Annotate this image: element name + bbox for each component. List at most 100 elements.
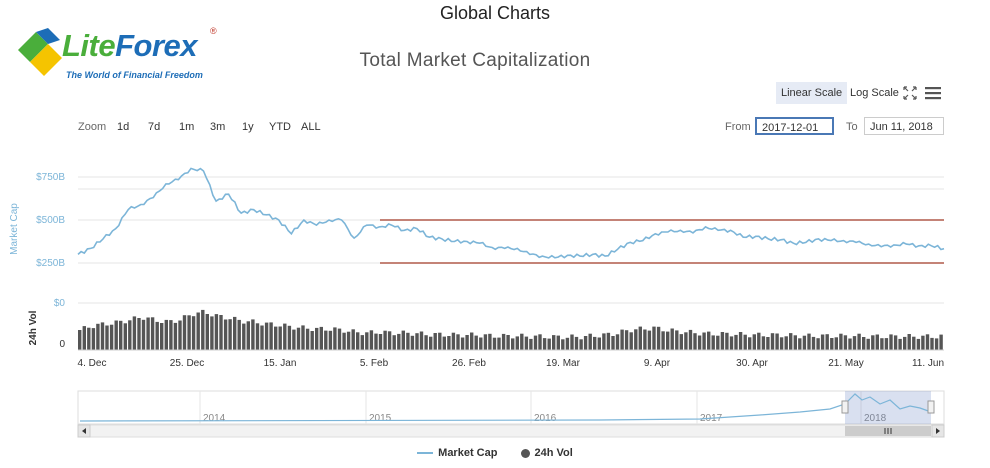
volume-bar <box>857 333 861 350</box>
fullscreen-icon[interactable] <box>903 86 917 100</box>
volume-bar <box>296 327 301 350</box>
volume-bar <box>930 337 934 350</box>
y-tick-label: $500B <box>36 215 65 226</box>
zoom-7d-button[interactable]: 7d <box>148 121 161 133</box>
volume-bar <box>520 333 524 350</box>
volume-bar <box>875 334 879 350</box>
volume-tick-label-top: $0 <box>54 298 66 309</box>
volume-bar <box>210 316 214 350</box>
liteforex-logo: LiteForex ® The World of Financial Freed… <box>18 22 228 84</box>
zoom-all-button[interactable]: ALL <box>301 121 321 133</box>
logo-tagline: The World of Financial Freedom <box>66 70 203 80</box>
volume-bar <box>743 334 747 350</box>
volume-bar <box>251 319 255 350</box>
volume-bar <box>474 335 478 350</box>
volume-bar <box>547 338 551 350</box>
zoom-1m-button[interactable]: 1m <box>179 121 195 133</box>
volume-bar <box>843 335 848 350</box>
volume-bar <box>738 332 743 350</box>
volume-bar <box>78 330 82 350</box>
volume-bar <box>716 335 720 350</box>
legend-label-24h-vol: 24h Vol <box>534 447 573 460</box>
volume-bar <box>501 333 506 350</box>
volume-bar <box>160 323 164 350</box>
zoom-3m-button[interactable]: 3m <box>210 121 226 133</box>
zoom-1d-button[interactable]: 1d <box>117 121 130 133</box>
volume-bar <box>624 330 629 350</box>
menu-icon[interactable] <box>925 86 941 100</box>
legend-item-market-cap[interactable]: Market Cap <box>417 447 497 459</box>
from-date-input[interactable]: 2017-12-01 <box>755 117 834 135</box>
scrollbar-track[interactable] <box>77 424 945 438</box>
volume-bar <box>579 339 583 350</box>
navigator-handle-left[interactable] <box>841 400 849 414</box>
volume-bar <box>201 309 205 350</box>
volume-bar <box>424 335 428 350</box>
x-tick-label: 4. Dec <box>78 358 107 369</box>
navigator-handle-right[interactable] <box>927 400 935 414</box>
volume-bar <box>638 326 642 350</box>
scroll-right-button[interactable] <box>931 424 945 438</box>
volume-bar <box>515 336 519 350</box>
volume-bar <box>305 328 310 350</box>
volume-bar <box>483 334 488 350</box>
volume-bar <box>315 327 319 350</box>
navigator-frame <box>77 390 945 425</box>
to-label: To <box>846 121 858 133</box>
volume-bar <box>925 334 930 350</box>
logo-wordmark: LiteForex <box>62 28 198 64</box>
volume-bar <box>693 333 697 350</box>
volume-bar <box>87 327 91 350</box>
volume-bar <box>702 332 706 350</box>
navigator-year-label: 2015 <box>369 413 392 424</box>
volume-bar <box>451 332 456 350</box>
volume-bar <box>419 331 424 350</box>
volume-bar <box>365 332 369 350</box>
zoom-1y-button[interactable]: 1y <box>242 121 254 133</box>
volume-bar <box>697 335 702 350</box>
linear-scale-button[interactable]: Linear Scale <box>776 82 848 104</box>
volume-bar <box>351 329 355 350</box>
volume-bar <box>807 333 811 350</box>
scroll-left-button[interactable] <box>77 424 91 438</box>
volume-bar <box>661 331 665 350</box>
volume-bar <box>228 319 232 350</box>
volume-bar <box>542 338 547 350</box>
zoom-ytd-button[interactable]: YTD <box>269 121 291 133</box>
chart-legend: Market Cap 24h Vol <box>0 447 990 459</box>
legend-label-market-cap: Market Cap <box>438 447 498 460</box>
x-tick-label: 5. Feb <box>360 358 389 369</box>
navigator-selection[interactable] <box>845 391 931 424</box>
legend-item-24h-vol[interactable]: 24h Vol <box>520 447 573 460</box>
volume-bar <box>939 334 943 350</box>
volume-bar <box>397 333 401 350</box>
volume-bar <box>91 328 96 350</box>
volume-bar <box>237 319 241 350</box>
volume-bar <box>178 320 182 350</box>
volume-bar <box>360 335 364 350</box>
volume-bar <box>916 338 921 350</box>
scrollbar-thumb[interactable] <box>845 426 931 436</box>
y-axis-label: Market Cap <box>9 203 20 255</box>
volume-bar <box>497 337 501 350</box>
volume-bar <box>438 332 442 350</box>
to-date-input[interactable]: Jun 11, 2018 <box>864 117 944 135</box>
volume-bar <box>839 333 843 350</box>
volume-bar <box>820 334 825 350</box>
volume-bar <box>346 331 351 350</box>
x-tick-label: 26. Feb <box>452 358 486 369</box>
legend-dot-icon <box>520 448 530 458</box>
volume-bar <box>912 336 916 350</box>
volume-bar <box>182 315 187 350</box>
volume-bar <box>369 330 374 350</box>
volume-bar <box>893 335 898 350</box>
volume-bar <box>383 330 387 350</box>
x-tick-label: 9. Apr <box>644 358 671 369</box>
volume-bar <box>378 334 383 350</box>
volume-bar <box>387 331 392 350</box>
volume-bar <box>711 335 715 350</box>
volume-bar <box>187 315 191 350</box>
volume-bar <box>114 320 118 350</box>
log-scale-button[interactable]: Log Scale <box>850 87 899 99</box>
y-tick-label: $750B <box>36 172 65 183</box>
